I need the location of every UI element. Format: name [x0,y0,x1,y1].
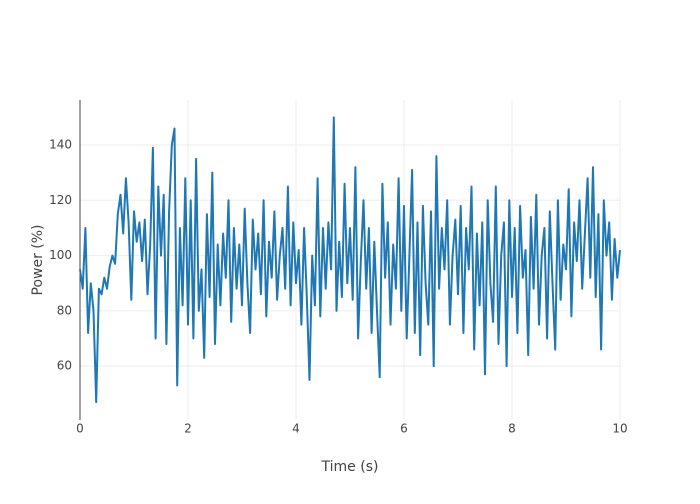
y-axis-title: Power (%) [30,224,46,295]
y-tick-label: 80 [57,303,72,317]
y-tick-label: 60 [57,359,72,373]
x-tick-label: 6 [400,422,408,436]
x-tick-label: 4 [292,422,300,436]
y-tick-label: 140 [49,138,72,152]
x-tick-label: 10 [612,422,627,436]
y-tick-label: 100 [49,248,72,262]
x-axis-title: Time (s) [321,459,379,475]
x-tick-label: 0 [76,422,84,436]
line-series [79,116,621,404]
y-tick-label: 120 [49,193,72,207]
x-tick-label: 8 [508,422,516,436]
x-tick-label: 2 [184,422,192,436]
